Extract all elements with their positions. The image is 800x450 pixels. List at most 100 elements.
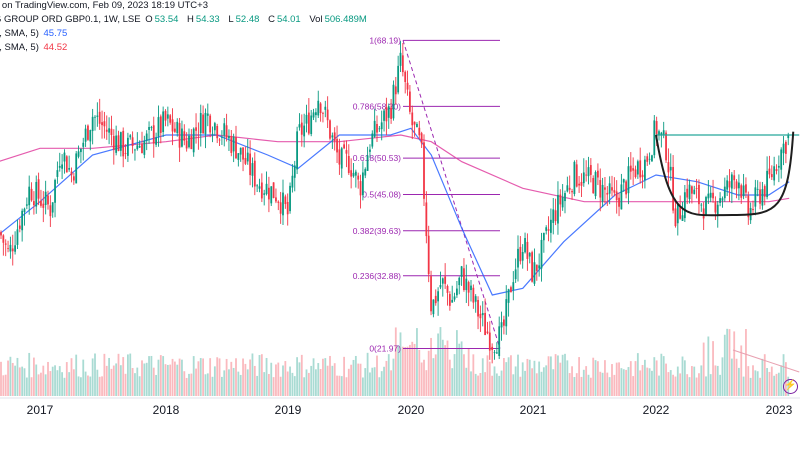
low-label: L <box>228 14 234 25</box>
volume-bar <box>427 350 430 396</box>
volume-bar <box>578 357 580 396</box>
volume-bar <box>550 356 552 396</box>
candle-body <box>756 188 759 190</box>
candle-body <box>766 170 768 198</box>
volume-bar <box>672 374 674 396</box>
volume-bar <box>333 363 336 396</box>
candle-body <box>580 181 583 186</box>
candle-body <box>63 152 66 162</box>
candle-body <box>296 131 298 170</box>
candle-body <box>641 174 644 178</box>
candle-body <box>747 195 750 218</box>
volume-bar <box>56 370 59 396</box>
candle-body <box>705 197 707 216</box>
candle-body <box>669 166 672 171</box>
volume-bar <box>524 370 526 396</box>
volume-bar <box>472 354 475 396</box>
chart-drawings[interactable] <box>655 131 800 373</box>
volume-bar <box>528 359 531 396</box>
volume-bar <box>324 358 327 396</box>
volume-bar <box>72 369 75 396</box>
candle-body <box>700 204 703 206</box>
candle-body <box>44 191 47 205</box>
volume-bar <box>211 376 214 396</box>
candle-body <box>745 184 747 193</box>
candle-body <box>761 189 764 206</box>
sma-fast-legend[interactable]: 0, SMA, 5) 45.75 <box>0 28 69 39</box>
volume-bar <box>763 354 766 396</box>
volume-bar <box>780 365 783 396</box>
volume-bar <box>75 354 78 396</box>
volume-bar <box>364 368 367 396</box>
volume-bar <box>338 375 341 396</box>
volume-bar <box>112 365 115 396</box>
candle-body <box>9 244 12 252</box>
volume-bar <box>145 362 148 396</box>
close-value: 54.01 <box>276 14 301 25</box>
volume-bar <box>768 371 771 396</box>
candle-body <box>307 112 310 134</box>
volume-bar <box>331 365 334 396</box>
candle-body <box>209 115 212 133</box>
volume-bar <box>195 368 197 396</box>
volume-bar <box>352 359 355 396</box>
volume-bar <box>594 360 597 396</box>
candle-body <box>143 140 146 155</box>
sma-slow-legend[interactable]: 0, SMA, 5) 44.52 <box>0 42 69 53</box>
chart-published-line: d on TradingView.com, Feb 09, 2023 18:19… <box>0 0 210 11</box>
volume-bar <box>244 363 247 396</box>
volume-bar <box>714 365 717 396</box>
candle-body <box>91 116 94 132</box>
candle-body <box>559 194 562 205</box>
candle-body <box>376 123 378 133</box>
volume-bar <box>559 362 562 396</box>
candle-body <box>467 282 470 293</box>
volume-bar <box>467 348 470 396</box>
candle-body <box>512 282 515 291</box>
candle-body <box>639 160 642 178</box>
cup-pattern-curve <box>655 131 795 217</box>
candle-body <box>364 169 367 176</box>
candle-body <box>277 201 280 203</box>
volume-bar <box>98 376 101 396</box>
candle-body <box>662 130 665 136</box>
volume-bar <box>206 373 209 396</box>
candle-body <box>117 135 120 151</box>
volume-bar <box>110 368 113 396</box>
candle-body <box>695 188 698 189</box>
volume-bar <box>592 357 595 396</box>
candle-body <box>728 181 731 188</box>
candle-body <box>72 176 75 181</box>
volume-bar <box>716 365 719 396</box>
candle-body <box>646 156 649 162</box>
volume-bar <box>164 364 167 396</box>
candle-body <box>622 179 625 183</box>
volume-bar <box>773 375 776 396</box>
volume-bar <box>611 364 613 396</box>
candle-body <box>148 126 150 130</box>
candle-body <box>223 123 226 136</box>
volume-bar <box>376 355 378 396</box>
candle-body <box>129 135 132 138</box>
candle-body <box>80 148 82 153</box>
candle-body <box>127 137 129 156</box>
candle-body <box>752 208 754 211</box>
lightning-icon[interactable]: ⚡ <box>783 379 798 394</box>
candle-body <box>37 179 40 199</box>
volume-bar <box>89 376 92 396</box>
volume-bar <box>185 377 188 396</box>
candle-body <box>347 155 350 173</box>
candle-body <box>33 201 35 206</box>
volume-bar <box>411 341 414 396</box>
candle-body <box>58 165 61 168</box>
candle-body <box>289 185 291 212</box>
volume-bar <box>204 374 207 396</box>
candle-body <box>472 287 475 303</box>
candle-body <box>319 103 322 114</box>
candle-body <box>18 225 21 229</box>
volume-bar <box>362 377 364 396</box>
candle-body <box>644 159 646 181</box>
candle-body <box>552 209 555 223</box>
volume-bar <box>202 358 204 396</box>
